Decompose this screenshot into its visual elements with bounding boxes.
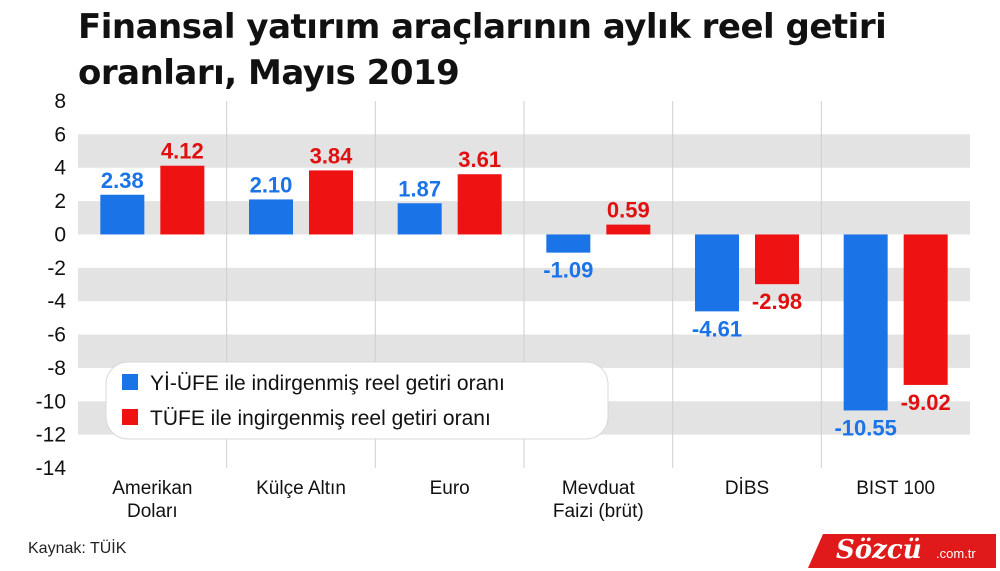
data-label: 0.59 [607, 198, 650, 223]
x-category-label: DİBS [725, 478, 769, 499]
bar-tufe [160, 165, 205, 235]
data-label: -4.61 [692, 316, 742, 341]
brand-flag [808, 534, 996, 568]
bar-tufe [755, 234, 799, 285]
y-tick-label: -2 [47, 257, 66, 280]
y-tick-label: -6 [47, 324, 66, 347]
data-label: 3.84 [310, 143, 354, 168]
x-category-label: Amerikan [112, 478, 192, 499]
x-category-label: BIST 100 [856, 478, 935, 499]
bar-tufe [903, 234, 948, 385]
data-label: 1.87 [398, 176, 441, 201]
y-tick-label: -8 [47, 357, 66, 380]
data-label: -10.55 [834, 415, 896, 440]
brand-logo: Sözcü .com.tr [808, 534, 996, 568]
y-tick-label: 0 [54, 223, 66, 246]
data-label: 2.10 [250, 172, 293, 197]
legend-label: Yİ-ÜFE ile indirgenmiş reel getiri oranı [150, 372, 505, 395]
y-tick-label: -14 [36, 457, 67, 480]
x-category-label: Faizi (brüt) [553, 501, 644, 522]
legend-label: TÜFE ile ingirgenmiş reel getiri oranı [150, 407, 491, 430]
bar-tufe [457, 174, 502, 235]
bar-yiufe [249, 199, 293, 235]
bar-yiufe [397, 203, 442, 235]
data-label: 2.38 [101, 168, 144, 193]
y-tick-label: -12 [36, 424, 66, 447]
data-label: -1.09 [543, 258, 593, 283]
chart-title: Finansal yatırım araçlarının aylık reel … [78, 7, 887, 93]
data-label: 3.61 [458, 147, 501, 172]
source-note: Kaynak: TÜİK [28, 540, 127, 557]
y-tick-label: 2 [54, 190, 66, 213]
data-label: 4.12 [161, 139, 204, 164]
x-category-label: Külçe Altın [256, 478, 346, 499]
bar-tufe [309, 170, 353, 235]
y-tick-label: 4 [54, 157, 66, 180]
y-tick-label: 8 [54, 90, 66, 113]
data-label: -9.02 [901, 390, 951, 415]
y-tick-label: -4 [47, 290, 66, 313]
bar-yiufe [843, 234, 888, 411]
bar-yiufe [695, 234, 739, 312]
legend-swatch [122, 409, 138, 425]
legend-box [105, 361, 609, 440]
data-label: -2.98 [752, 289, 802, 314]
x-category-label: Doları [127, 501, 178, 522]
x-category-label: Euro [430, 478, 470, 499]
bar-yiufe [100, 194, 145, 235]
y-tick-label: -10 [36, 390, 66, 413]
x-category-label: Mevduat [562, 478, 636, 499]
bar-yiufe [546, 234, 591, 253]
y-tick-label: 6 [54, 123, 66, 146]
bar-tufe [606, 224, 651, 235]
brand-domain: .com.tr [936, 546, 976, 561]
brand-name: Sözcü [836, 535, 922, 565]
legend-swatch [122, 374, 138, 390]
